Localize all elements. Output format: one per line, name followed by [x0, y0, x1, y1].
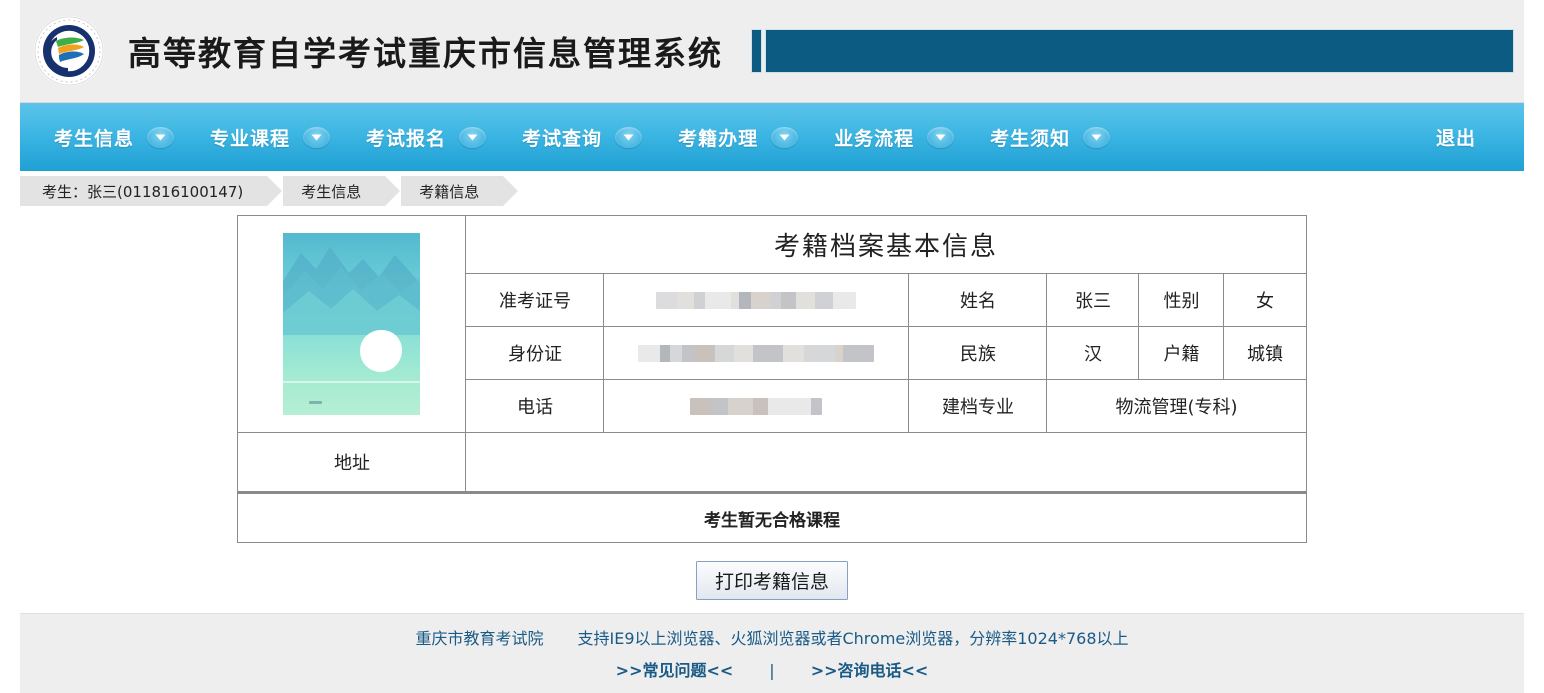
breadcrumb-label: 考生：张三(011816100147) — [42, 182, 244, 201]
nav-item-exam-registration[interactable]: 考试报名 — [366, 124, 487, 151]
field-value-household: 城镇 — [1223, 326, 1307, 380]
no-course-message: 考生暂无合格课程 — [237, 491, 1307, 543]
nav-item-label: 考籍办理 — [678, 127, 759, 150]
footer-primary-line: 重庆市教育考试院 支持IE9以上浏览器、火狐浏览器或者Chrome浏览器，分辨率1… — [20, 625, 1524, 649]
record-table-title: 考籍档案基本信息 — [465, 215, 1307, 274]
nav-item-registration-management[interactable]: 考籍办理 — [678, 124, 799, 151]
consult-phone-link[interactable]: >>咨询电话<< — [810, 661, 929, 680]
footer-separator: | — [769, 661, 775, 680]
field-value-major: 物流管理(专科) — [1046, 379, 1307, 433]
chevron-down-icon[interactable] — [147, 126, 175, 148]
table-row-address: 地址 — [237, 432, 1307, 493]
field-value-phone — [603, 379, 910, 433]
redacted-value — [690, 398, 823, 415]
chevron-down-icon[interactable] — [771, 126, 799, 148]
field-label-ethnicity: 民族 — [908, 326, 1048, 380]
site-footer: 重庆市教育考试院 支持IE9以上浏览器、火狐浏览器或者Chrome浏览器，分辨率1… — [20, 613, 1524, 693]
nav-item-candidate-info[interactable]: 考生信息 — [54, 124, 175, 151]
chevron-down-icon[interactable] — [303, 126, 331, 148]
nav-item-business-process[interactable]: 业务流程 — [834, 124, 955, 151]
header-banner — [751, 29, 1514, 73]
horizon-line — [283, 381, 421, 383]
photo-frame — [283, 233, 421, 415]
nav-item-label: 考生须知 — [990, 127, 1071, 150]
nav-item-label: 业务流程 — [834, 127, 915, 150]
field-label-id-card: 身份证 — [465, 326, 605, 380]
field-value-gender: 女 — [1223, 273, 1307, 327]
site-title: 高等教育自学考试重庆市信息管理系统 — [128, 34, 723, 73]
nav-item-major-courses[interactable]: 专业课程 — [210, 124, 331, 151]
faq-link[interactable]: >>常见问题<< — [615, 661, 734, 680]
field-value-address — [465, 432, 1307, 493]
table-row-no-course: 考生暂无合格课程 — [237, 491, 1307, 543]
field-label-phone: 电话 — [465, 379, 605, 433]
table-row: 电话 建档专业 物流管理(专科) — [238, 379, 1307, 433]
field-label-admission-ticket: 准考证号 — [465, 273, 605, 327]
redacted-value — [638, 345, 875, 362]
table-row: 准考证号 姓名 张三 性别 女 — [238, 273, 1307, 327]
main-navigation: 考生信息 专业课程 考试报名 考试查询 — [20, 103, 1524, 171]
site-header: 高等教育自学考试重庆市信息管理系统 — [20, 0, 1524, 103]
candidate-record-table: 考籍档案基本信息 准考证号 姓名 张三 性别 女 身份证 — [237, 215, 1307, 543]
breadcrumb-item-candidate-info[interactable]: 考生信息 — [283, 176, 401, 206]
nav-item-candidate-notice[interactable]: 考生须知 — [990, 124, 1111, 151]
field-label-household: 户籍 — [1138, 326, 1225, 380]
chevron-down-icon[interactable] — [615, 126, 643, 148]
field-value-id-card — [603, 326, 910, 380]
field-label-major: 建档专业 — [908, 379, 1048, 433]
field-value-name: 张三 — [1046, 273, 1140, 327]
boat-shape — [309, 401, 323, 404]
candidate-photo — [237, 215, 467, 433]
redacted-value — [656, 292, 857, 309]
footer-organization: 重庆市教育考试院 — [415, 629, 544, 648]
header-banner-segment — [751, 29, 762, 73]
nav-item-exam-query[interactable]: 考试查询 — [522, 124, 643, 151]
footer-links: >>常见问题<< | >>咨询电话<< — [20, 657, 1524, 681]
footer-support-text: 支持IE9以上浏览器、火狐浏览器或者Chrome浏览器，分辨率1024*768以… — [577, 629, 1129, 648]
nav-item-label: 考生信息 — [54, 127, 135, 150]
nav-item-label: 专业课程 — [210, 127, 291, 150]
field-value-admission-ticket — [603, 273, 910, 327]
chevron-down-icon[interactable] — [1083, 126, 1111, 148]
main-content: 考籍档案基本信息 准考证号 姓名 张三 性别 女 身份证 — [20, 209, 1524, 601]
nav-item-list: 考生信息 专业课程 考试报名 考试查询 — [20, 124, 1146, 151]
nav-item-label: 考试报名 — [366, 127, 447, 150]
action-row: 打印考籍信息 — [694, 560, 850, 601]
logout-label: 退出 — [1435, 127, 1476, 150]
field-label-address: 地址 — [237, 432, 467, 493]
field-label-name: 姓名 — [908, 273, 1048, 327]
chevron-down-icon[interactable] — [459, 126, 487, 148]
breadcrumb: 考生：张三(011816100147) 考生信息 考籍信息 — [20, 171, 1524, 209]
field-label-gender: 性别 — [1138, 273, 1225, 327]
breadcrumb-item-candidate[interactable]: 考生：张三(011816100147) — [20, 176, 283, 206]
breadcrumb-label: 考生信息 — [301, 182, 362, 201]
field-value-ethnicity: 汉 — [1046, 326, 1140, 380]
breadcrumb-label: 考籍信息 — [419, 182, 480, 201]
table-row-title: 考籍档案基本信息 — [237, 215, 1307, 433]
print-registration-info-button[interactable]: 打印考籍信息 — [694, 560, 850, 601]
site-logo-icon — [30, 12, 108, 90]
breadcrumb-item-registration-info[interactable]: 考籍信息 — [401, 176, 519, 206]
sun-shape — [360, 330, 403, 372]
chevron-down-icon[interactable] — [927, 126, 955, 148]
logout-button[interactable]: 退出 — [1436, 124, 1476, 151]
nav-item-label: 考试查询 — [522, 127, 603, 150]
header-banner-bar — [765, 29, 1514, 73]
